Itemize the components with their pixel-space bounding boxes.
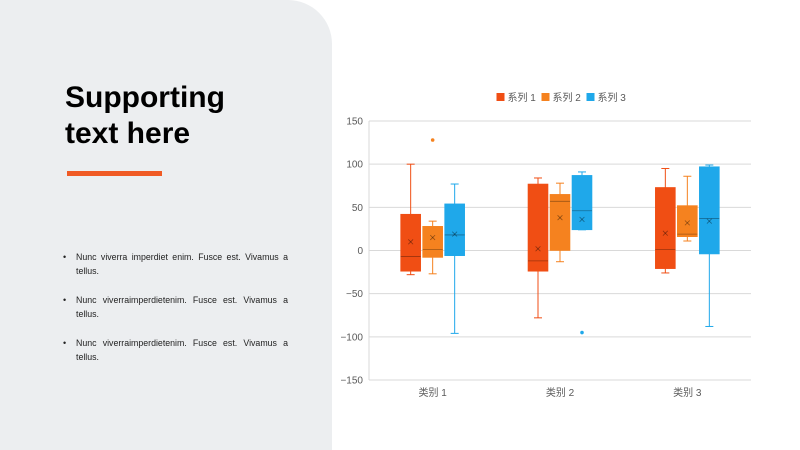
y-tick-label: −150 <box>340 376 363 387</box>
bullet-text: Nunc viverra imperdiet enim. Fusce est. … <box>76 252 288 276</box>
bullet-dot: • <box>63 295 67 305</box>
box <box>444 203 465 256</box>
mean-marker <box>579 216 585 223</box>
bullet-list: • Nunc viverra imperdiet enim. Fusce est… <box>63 250 288 379</box>
legend-swatch <box>496 93 505 101</box>
mean-marker <box>557 215 563 221</box>
x-category-label: 类别 1 <box>418 386 447 399</box>
mean-marker <box>407 239 414 245</box>
legend-label: 系列 3 <box>598 91 627 104</box>
legend-swatch <box>586 93 595 101</box>
bullet-dot: • <box>63 338 67 348</box>
mean-marker <box>684 220 691 226</box>
x-category-label: 类别 2 <box>546 386 575 399</box>
y-tick-label: −100 <box>340 332 363 343</box>
mean-marker <box>535 246 541 252</box>
bullet-item: • Nunc viverraimperdietenim. Fusce est. … <box>63 336 288 364</box>
y-tick-label: −50 <box>346 289 363 300</box>
mean-marker <box>407 239 414 245</box>
x-category-label: 类别 3 <box>673 386 702 399</box>
slide-title: Supporting text here <box>65 80 305 152</box>
box <box>549 194 571 251</box>
mean-marker <box>451 231 458 237</box>
y-tick-label: 100 <box>346 160 363 171</box>
mean-marker <box>429 234 436 241</box>
outlier-point <box>580 330 584 335</box>
bullet-item: • Nunc viverraimperdietenim. Fusce est. … <box>63 293 288 321</box>
legend-swatch <box>541 93 550 101</box>
mean-marker <box>535 246 541 252</box>
bullet-text: Nunc viverraimperdietenim. Fusce est. Vi… <box>76 338 288 362</box>
outlier-point <box>430 138 435 142</box>
bullet-item: • Nunc viverra imperdiet enim. Fusce est… <box>63 250 288 278</box>
y-tick-label: 0 <box>357 246 363 257</box>
box <box>422 226 443 258</box>
mean-marker <box>451 231 458 237</box>
mean-marker <box>662 230 669 236</box>
bullet-dot: • <box>63 252 67 262</box>
y-tick-label: 150 <box>346 117 363 128</box>
mean-marker <box>684 220 691 226</box>
slide-title-line-2: text here <box>65 117 191 150</box>
box <box>699 166 720 255</box>
mean-marker <box>706 218 713 224</box>
box <box>655 187 676 269</box>
legend-label: 系列 1 <box>508 91 537 104</box>
box <box>400 213 421 272</box>
box-plot-chart: 150 100 50 0 −50 −100 −150 类别 1 类别 2 类别 3 系列 1 系列 2… <box>340 91 751 399</box>
mean-marker <box>429 234 436 241</box>
mean-marker <box>557 215 563 221</box>
mean-marker <box>706 218 713 224</box>
title-accent-bar <box>67 171 162 176</box>
box <box>527 183 549 272</box>
bullet-text: Nunc viverraimperdietenim. Fusce est. Vi… <box>76 295 288 319</box>
box <box>571 175 593 231</box>
left-panel: Supporting text here • Nunc viverra impe… <box>0 0 332 450</box>
mean-marker <box>662 230 669 236</box>
mean-marker <box>579 216 585 223</box>
legend-label: 系列 2 <box>553 91 582 104</box>
slide-title-line-1: Supporting <box>65 81 225 114</box>
box <box>677 205 698 237</box>
y-tick-label: 50 <box>352 203 364 214</box>
